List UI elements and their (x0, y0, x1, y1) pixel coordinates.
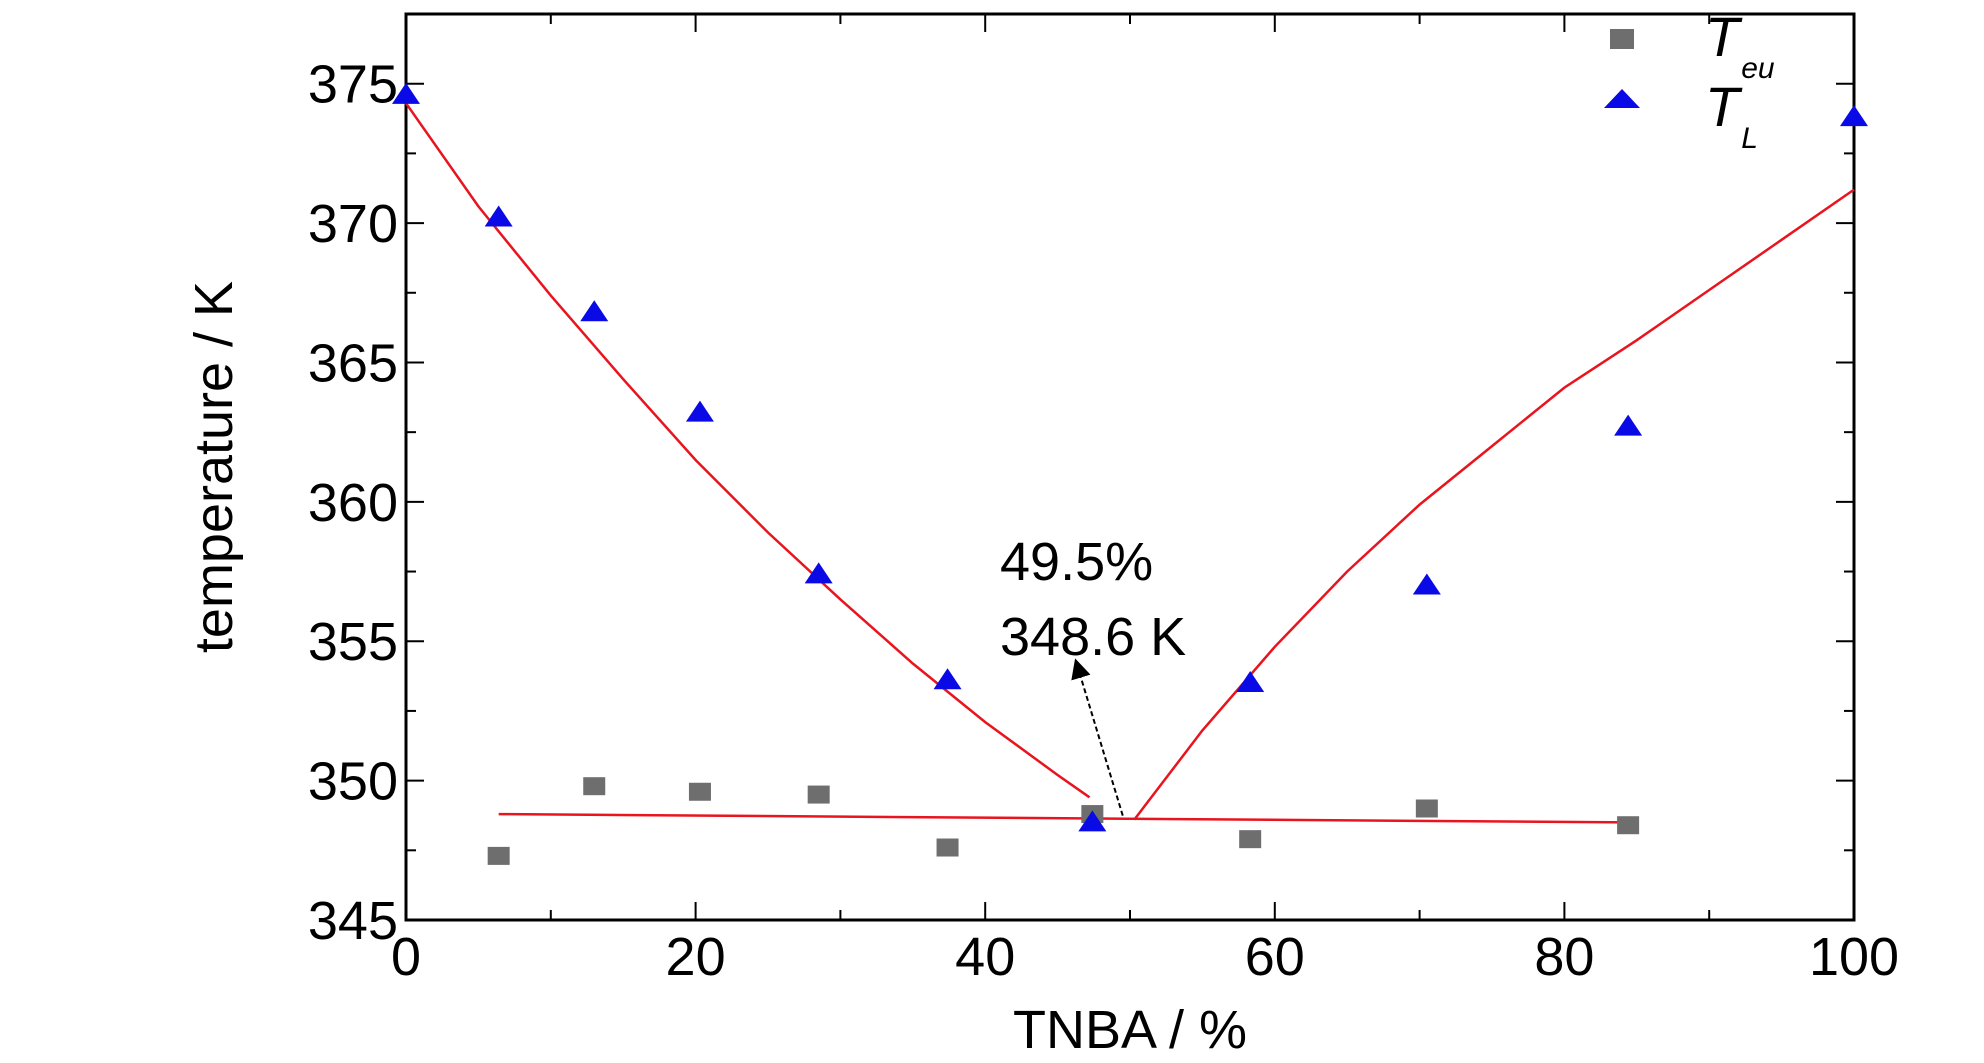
y-tick-label: 345 (308, 891, 398, 951)
annotation-arrow (1071, 658, 1124, 816)
legend-symbol-teu: T (1705, 5, 1743, 68)
legend-label-teu: Teu (1705, 5, 1775, 85)
axis-ticks: 0 20 40 60 80 100 345 350 355 360 365 370 375 (308, 13, 1899, 987)
legend-label-tl: TL (1705, 75, 1758, 155)
teu-point (1239, 830, 1262, 849)
annotation-temperature: 348.6 K (1000, 607, 1186, 667)
legend-subscript-teu: eu (1741, 52, 1775, 85)
x-tick-label: 100 (1809, 927, 1899, 987)
x-tick-label: 40 (955, 927, 1015, 987)
annotation: 49.5% 348.6 K (1000, 532, 1186, 816)
teu-point (688, 782, 711, 801)
legend: Teu TL (1604, 5, 1775, 155)
y-tick-label: 350 (308, 752, 398, 812)
tl-point (1078, 810, 1107, 832)
tl-point (392, 82, 420, 104)
annotation-composition: 49.5% (1000, 532, 1153, 592)
teu-point (487, 846, 510, 865)
data-points (392, 82, 1868, 865)
y-axis-label: temperature / K (184, 281, 244, 653)
x-tick-label: 20 (666, 927, 726, 987)
tl-point (1840, 105, 1868, 127)
tl-point (804, 562, 833, 584)
tl-point (580, 300, 609, 322)
y-tick-label: 355 (308, 612, 398, 672)
tl-point (933, 668, 962, 690)
y-tick-label: 360 (308, 473, 398, 533)
y-tick-label: 375 (308, 55, 398, 115)
legend-symbol-tl: T (1705, 75, 1743, 138)
x-axis-label: TNBA / % (1013, 1000, 1247, 1060)
plot-area (404, 12, 1856, 922)
tl-point (1614, 414, 1643, 436)
x-tick-label: 0 (391, 927, 421, 987)
fit-curves (404, 102, 1855, 824)
tl-point (1412, 573, 1441, 595)
liquidus-fit-right (1133, 188, 1855, 821)
x-tick-label: 80 (1534, 927, 1594, 987)
tl-point (685, 400, 714, 422)
legend-marker-tl (1604, 89, 1640, 108)
eutectic-fit-line (498, 812, 1629, 824)
teu-point (807, 785, 830, 804)
y-tick-label: 365 (308, 333, 398, 393)
liquidus-fit-left (404, 102, 1091, 799)
x-tick-label: 60 (1245, 927, 1305, 987)
teu-point (936, 838, 959, 857)
legend-marker-teu (1610, 29, 1634, 49)
tl-point (1236, 671, 1265, 693)
legend-subscript-tl: L (1741, 122, 1758, 155)
y-tick-label: 370 (308, 194, 398, 254)
teu-point (1617, 816, 1640, 835)
teu-point (583, 777, 606, 796)
teu-point (1415, 799, 1438, 818)
tl-point (484, 205, 513, 227)
